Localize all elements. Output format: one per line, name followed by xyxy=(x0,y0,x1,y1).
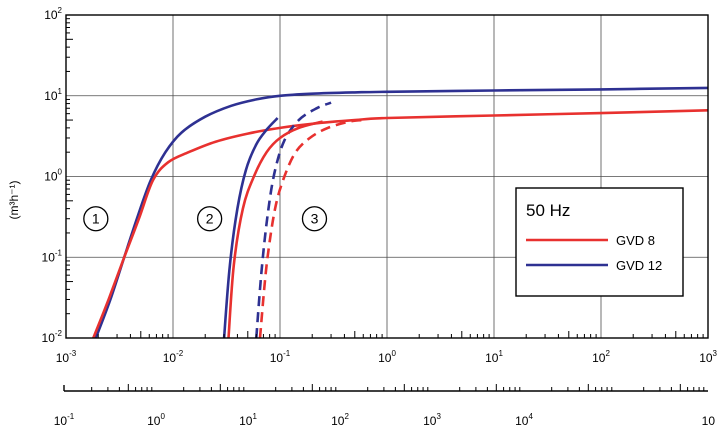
x-tick-label-exp: -1 xyxy=(283,349,291,358)
secondary-x-axis: 10-1 100 101 102 103 104 10 xyxy=(54,384,716,428)
y-tick-label-base: 10 xyxy=(44,89,58,103)
annotation-circle-1 xyxy=(83,206,109,232)
y-tick-label-exp: -2 xyxy=(55,329,63,338)
secondary-x-tick-label-base: 10 xyxy=(515,414,529,428)
x-tick-label-exp: 0 xyxy=(391,349,396,358)
annotation-label-3: 3 xyxy=(311,211,319,227)
x-tick-label: 10-1 xyxy=(270,349,291,365)
legend-title: 50 Hz xyxy=(526,201,570,220)
series-layer xyxy=(92,86,709,339)
secondary-x-tick-label-exp: 2 xyxy=(344,412,349,421)
y-tick-label: 10-2 xyxy=(42,329,63,345)
secondary-x-tick-label-exp: -1 xyxy=(67,412,75,421)
x-tick-label-exp: 3 xyxy=(713,349,717,358)
y-tick-label-base: 10 xyxy=(44,8,58,22)
annotation-label-1: 1 xyxy=(92,211,100,227)
grid xyxy=(66,15,708,338)
secondary-x-tick-label-base: 10 xyxy=(239,414,253,428)
secondary-x-tick-label-base: 10 xyxy=(702,414,716,428)
series-line-gvd-8-solid-4 xyxy=(227,120,323,339)
series-line-gvd-8-solid-1 xyxy=(92,109,709,339)
x-tick-label: 10-2 xyxy=(163,349,184,365)
secondary-x-tick-label: 101 xyxy=(239,412,257,428)
secondary-x-tick-label-exp: 1 xyxy=(252,412,257,421)
y-tick-label-exp: 0 xyxy=(58,168,63,177)
x-tick-label: 100 xyxy=(378,349,396,365)
secondary-x-tick-label-base: 10 xyxy=(331,414,345,428)
y-tick-label: 101 xyxy=(44,87,62,103)
secondary-x-tick-label-exp: 0 xyxy=(160,412,165,421)
legend: 50 Hz GVD 8 GVD 12 xyxy=(515,187,684,297)
secondary-x-tick-label-base: 10 xyxy=(54,414,68,428)
series-line-gvd-12-dashed-3 xyxy=(255,101,332,339)
x-tick-label-exp: 1 xyxy=(498,349,503,358)
y-tick-label-base: 10 xyxy=(42,250,56,264)
secondary-x-tick-label: 103 xyxy=(423,412,441,428)
legend-label-gvd-12: GVD 12 xyxy=(616,258,662,273)
secondary-x-tick-label-base: 10 xyxy=(423,414,437,428)
secondary-x-tick-label-exp: 4 xyxy=(528,412,533,421)
series-line-gvd-12-solid-2 xyxy=(222,117,279,339)
x-tick-label: 102 xyxy=(592,349,610,365)
secondary-x-tick-label: 100 xyxy=(147,412,165,428)
y-tick-label-base: 10 xyxy=(44,170,58,184)
y-axis-label: (m³h⁻¹) xyxy=(7,181,21,220)
x-tick-label-exp: 2 xyxy=(605,349,610,358)
secondary-x-tick-label: 10 xyxy=(702,414,716,428)
annotation-circle-3 xyxy=(301,206,328,232)
secondary-x-tick-label: 102 xyxy=(331,412,349,428)
x-tick-label-exp: -3 xyxy=(69,349,77,358)
y-tick-label-exp: 2 xyxy=(58,6,63,15)
secondary-x-tick-label: 104 xyxy=(515,412,533,428)
y-tick-label-exp: -1 xyxy=(55,248,63,257)
minor-ticks xyxy=(66,18,704,338)
plot-frame xyxy=(65,14,709,339)
x-tick-label: 101 xyxy=(485,349,503,365)
x-tick-label-exp: -2 xyxy=(176,349,184,358)
x-tick-label-base: 10 xyxy=(592,351,606,365)
y-tick-label: 102 xyxy=(44,6,62,22)
legend-label-gvd-8: GVD 8 xyxy=(616,233,655,248)
annotations: 1 2 3 xyxy=(83,206,328,232)
secondary-x-tick-label-exp: 3 xyxy=(436,412,441,421)
series-line-gvd-8-dashed-5 xyxy=(258,118,364,339)
x-tick-label-base: 10 xyxy=(163,351,177,365)
x-tick-label-base: 10 xyxy=(270,351,284,365)
x-tick-label: 10-3 xyxy=(56,349,77,365)
annotation-circle-2 xyxy=(196,206,223,232)
x-tick-labels: 10-3 10-2 10-1 100 101 102 103 xyxy=(56,349,717,365)
annotation-label-2: 2 xyxy=(206,211,214,227)
y-tick-label: 10-1 xyxy=(42,248,63,264)
secondary-x-tick-label-base: 10 xyxy=(147,414,161,428)
y-tick-label-exp: 1 xyxy=(58,87,63,96)
x-tick-label-base: 10 xyxy=(378,351,392,365)
y-tick-label: 100 xyxy=(44,168,62,184)
secondary-x-tick-label: 10-1 xyxy=(54,412,75,428)
x-tick-label-base: 10 xyxy=(485,351,499,365)
y-tick-label-base: 10 xyxy=(42,331,56,345)
series-line-gvd-12-solid-0 xyxy=(94,86,709,339)
x-tick-label-base: 10 xyxy=(56,351,70,365)
x-tick-label: 103 xyxy=(699,349,717,365)
x-tick-label-base: 10 xyxy=(699,351,713,365)
legend-box xyxy=(515,187,684,297)
